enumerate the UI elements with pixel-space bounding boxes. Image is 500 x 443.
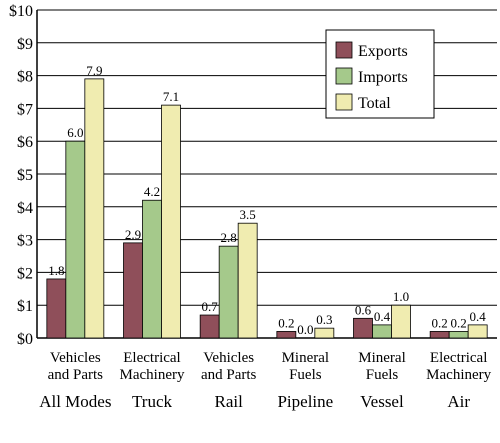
x-category-label: and Parts	[201, 367, 257, 383]
legend-label: Exports	[358, 43, 408, 60]
data-label: 0.4	[470, 309, 487, 324]
data-label: 0.2	[278, 315, 294, 330]
data-label: 0.3	[316, 312, 332, 327]
x-category-label: and Parts	[48, 367, 104, 383]
bar	[199, 314, 220, 339]
bar	[448, 331, 469, 339]
y-tick-label: $1	[17, 298, 33, 315]
legend-swatch	[335, 41, 353, 59]
y-tick-label: $6	[17, 134, 33, 151]
bar	[276, 331, 297, 339]
x-category-label: Mineral	[282, 350, 329, 366]
legend-label: Total	[358, 95, 391, 112]
bar	[65, 140, 86, 339]
y-tick-label: $8	[17, 69, 33, 86]
bar	[467, 324, 488, 339]
bar	[123, 242, 143, 339]
data-label: 7.9	[86, 63, 102, 78]
y-tick-label: $9	[17, 36, 33, 53]
legend-swatch	[335, 67, 353, 85]
data-label: 2.9	[125, 227, 141, 242]
data-label: 7.1	[163, 89, 179, 104]
legend-label: Imports	[358, 69, 408, 86]
y-tick-label: $5	[17, 167, 33, 184]
data-label: 0.0	[297, 322, 313, 337]
bar	[353, 317, 373, 339]
legend-swatch	[335, 93, 353, 111]
x-category-label: Machinery	[120, 367, 185, 383]
mode-label: Truck	[132, 392, 172, 411]
data-label: 0.4	[374, 309, 391, 324]
data-label: 0.2	[451, 315, 467, 330]
bar	[142, 199, 162, 339]
x-category-label: Fuels	[366, 367, 399, 383]
mode-label: Pipeline	[277, 392, 333, 411]
x-category-label: Fuels	[289, 367, 322, 383]
x-category-label: Machinery	[426, 367, 491, 383]
y-tick-label: $10	[9, 3, 33, 20]
data-label: 1.8	[48, 263, 64, 278]
mode-label: Vessel	[360, 392, 404, 411]
y-tick-label: $3	[17, 233, 33, 250]
bar	[218, 245, 239, 339]
data-label: 0.7	[202, 299, 219, 314]
bar	[46, 278, 67, 339]
data-label: 1.0	[393, 289, 409, 304]
bar	[429, 331, 450, 339]
x-category-label: Vehicles	[203, 350, 254, 366]
x-category-label: Electrical	[123, 350, 180, 366]
data-label: 6.0	[67, 125, 83, 140]
bar	[372, 324, 392, 339]
bar	[314, 327, 335, 339]
bar	[391, 304, 411, 339]
bar	[84, 78, 105, 339]
mode-label: All Modes	[39, 392, 111, 411]
bar	[237, 222, 258, 339]
x-category-label: Vehicles	[50, 350, 101, 366]
data-label: 4.2	[144, 184, 160, 199]
data-label: 3.5	[240, 207, 256, 222]
y-tick-label: $4	[17, 200, 33, 217]
mode-label: Air	[447, 392, 470, 411]
y-tick-label: $7	[17, 101, 33, 118]
x-category-label: Mineral	[358, 350, 405, 366]
data-label: 0.6	[355, 302, 372, 317]
mode-label: Rail	[214, 392, 243, 411]
data-label: 2.8	[221, 230, 237, 245]
x-category-label: Electrical	[430, 350, 487, 366]
y-tick-label: $2	[17, 265, 33, 282]
data-label: 0.2	[432, 315, 448, 330]
y-tick-label: $0	[17, 331, 33, 348]
bar	[161, 104, 181, 339]
